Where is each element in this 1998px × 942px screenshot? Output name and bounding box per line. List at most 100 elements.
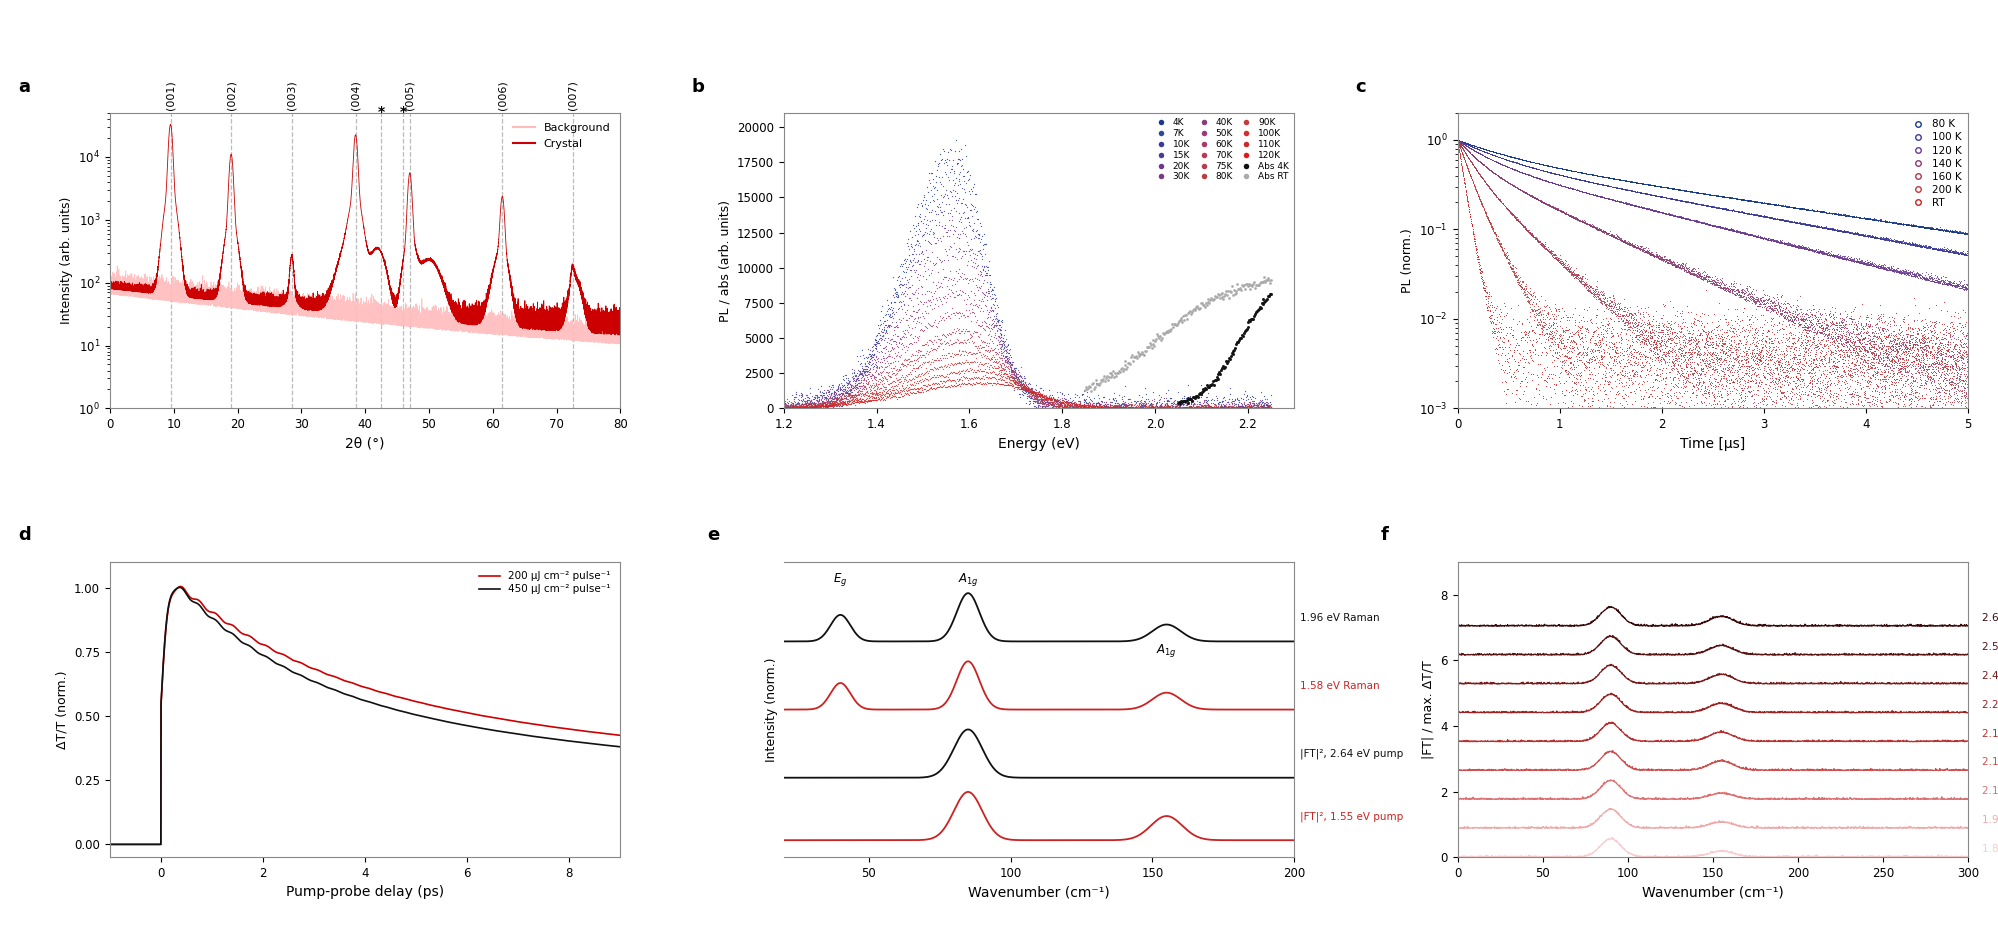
Point [779, 398, 811, 414]
Point [1115, 397, 1147, 412]
Point [1648, 252, 1680, 268]
Point [993, 377, 1025, 392]
Point [977, 302, 1009, 317]
Point [1640, 188, 1672, 203]
Point [1119, 400, 1151, 415]
Point [995, 375, 1027, 390]
Point [1938, 428, 1970, 443]
Point [1449, 135, 1481, 150]
Point [1133, 400, 1165, 415]
Point [1804, 391, 1836, 406]
Point [1928, 274, 1960, 289]
Point [1890, 236, 1922, 251]
Point [1812, 406, 1844, 421]
Point [1906, 335, 1938, 350]
Point [1900, 267, 1932, 282]
Point [1700, 352, 1732, 367]
Point [1534, 397, 1566, 412]
Point [965, 219, 997, 234]
Point [1520, 161, 1552, 176]
Point [1796, 218, 1828, 233]
Point [1612, 197, 1644, 212]
Point [1674, 359, 1706, 374]
Point [1055, 396, 1087, 411]
Point [1594, 171, 1626, 186]
Point [1029, 388, 1061, 403]
Point [1824, 347, 1856, 362]
Point [1614, 237, 1646, 252]
Point [1612, 236, 1644, 252]
Point [1253, 400, 1285, 415]
Point [899, 237, 931, 252]
Point [1830, 349, 1862, 365]
Point [1710, 374, 1742, 389]
Point [1924, 334, 1956, 349]
Point [1756, 366, 1788, 382]
Point [1536, 325, 1568, 340]
Point [1253, 398, 1285, 414]
Point [791, 399, 823, 414]
Point [1598, 300, 1630, 315]
Point [1037, 399, 1069, 414]
Point [1473, 213, 1504, 228]
Point [919, 382, 951, 397]
Point [1834, 225, 1866, 240]
Point [1932, 223, 1964, 238]
Point [1582, 188, 1614, 203]
Point [1800, 347, 1832, 362]
Point [1766, 374, 1798, 389]
Point [1668, 361, 1700, 376]
Point [899, 328, 931, 343]
Point [1207, 291, 1239, 306]
Point [1800, 218, 1832, 233]
Point [1692, 330, 1724, 345]
Point [1752, 209, 1784, 224]
Point [1550, 374, 1582, 389]
Point [1145, 398, 1177, 414]
Point [827, 393, 859, 408]
Point [1129, 397, 1161, 412]
Point [1137, 400, 1169, 415]
Point [831, 374, 863, 389]
Point [1652, 385, 1684, 400]
Point [1536, 175, 1568, 190]
Point [1948, 396, 1980, 411]
Point [1546, 354, 1578, 369]
Point [1616, 377, 1648, 392]
Point [827, 395, 859, 410]
Point [793, 399, 825, 414]
Point [1858, 334, 1890, 349]
Point [1548, 338, 1580, 353]
Point [1830, 208, 1862, 223]
Point [1109, 400, 1141, 415]
Point [1816, 364, 1848, 379]
Point [1780, 302, 1812, 317]
Point [1548, 179, 1580, 194]
Point [1944, 278, 1976, 293]
Point [809, 399, 841, 414]
Point [1125, 393, 1157, 408]
Point [1784, 428, 1816, 443]
Point [1075, 398, 1107, 414]
Point [1157, 400, 1189, 415]
Point [1548, 169, 1580, 184]
Point [1053, 399, 1085, 414]
Point [1039, 394, 1071, 409]
Point [877, 289, 909, 304]
Point [913, 346, 945, 361]
Point [1920, 347, 1952, 362]
Point [1650, 333, 1682, 349]
Point [1836, 312, 1868, 327]
Point [801, 398, 833, 413]
Point [1676, 213, 1708, 228]
Point [1171, 312, 1203, 327]
Point [1698, 219, 1730, 234]
Point [1676, 213, 1708, 228]
Point [1141, 400, 1173, 415]
Point [1632, 187, 1664, 202]
Point [1556, 163, 1588, 178]
Point [1536, 200, 1568, 215]
Point [1465, 146, 1497, 161]
Point [1862, 350, 1894, 365]
Point [1826, 207, 1858, 222]
